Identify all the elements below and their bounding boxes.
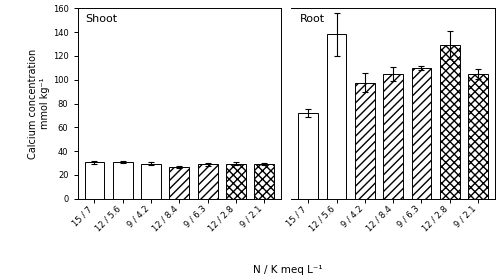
Bar xyxy=(326,34,346,199)
Bar xyxy=(226,164,246,199)
Text: Shoot: Shoot xyxy=(86,14,118,24)
Text: N / K meq L⁻¹: N / K meq L⁻¹ xyxy=(252,265,322,275)
Bar xyxy=(355,83,375,199)
Bar xyxy=(412,68,432,199)
Y-axis label: Calcium concentration
mmol kg⁻¹: Calcium concentration mmol kg⁻¹ xyxy=(28,48,50,159)
Bar xyxy=(254,164,274,199)
Bar xyxy=(298,113,318,199)
Text: Root: Root xyxy=(300,14,324,24)
Bar xyxy=(141,164,161,199)
Bar xyxy=(440,45,460,199)
Bar xyxy=(170,167,189,199)
Bar xyxy=(113,162,132,199)
Bar xyxy=(384,74,403,199)
Legend: Balance 2.14, Balance 1.43, Balance 4.29: Balance 2.14, Balance 1.43, Balance 4.29 xyxy=(383,8,474,52)
Bar xyxy=(468,74,488,199)
Bar xyxy=(84,162,104,199)
Bar xyxy=(198,164,218,199)
